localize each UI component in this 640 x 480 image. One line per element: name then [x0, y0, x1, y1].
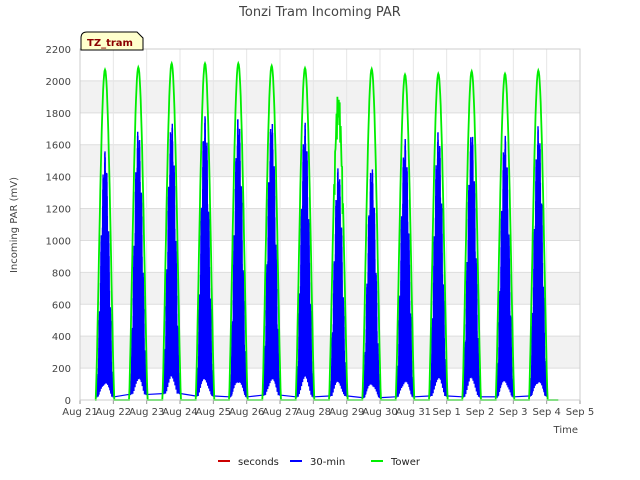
series-30-min-night	[180, 393, 196, 397]
x-tick-label: Aug 29	[329, 407, 364, 418]
x-tick-label: Aug 26	[229, 407, 264, 418]
y-tick-label: 1400	[46, 173, 71, 184]
legend-label: 30-min	[310, 457, 345, 468]
grid-band	[80, 80, 580, 113]
x-tick-label: Aug 21	[62, 407, 97, 418]
y-tick-label: 200	[52, 364, 71, 375]
y-tick-label: 800	[52, 268, 71, 279]
series-30-min	[96, 116, 548, 399]
series-30-min-day	[163, 123, 181, 395]
x-tick-label: Sep 1	[432, 407, 460, 418]
x-tick-label: Aug 30	[362, 407, 397, 418]
series-30-min-night	[347, 395, 363, 399]
x-tick-label: Aug 23	[129, 407, 164, 418]
y-tick-label: 1800	[46, 109, 71, 120]
grid-band	[80, 112, 580, 145]
x-tick-label: Aug 25	[196, 407, 231, 418]
grid-band	[80, 208, 580, 241]
legend-label: Tower	[390, 457, 421, 468]
y-tick-label: 1200	[46, 205, 71, 216]
series-30-min-day	[396, 138, 414, 398]
y-tick-label: 600	[52, 300, 71, 311]
axes: 0 200 400 600 800 1000 1200 1400 1600 1800 2000 220…	[46, 45, 595, 418]
series-30-min-day	[529, 126, 548, 397]
series-30-min-night	[147, 393, 163, 396]
series-30-min-night	[447, 395, 463, 398]
chart-title: Tonzi Tram Incoming PAR	[238, 5, 401, 20]
series-30-min-day	[262, 123, 281, 396]
series-30-min-day	[362, 169, 381, 399]
series-30-min-day	[429, 132, 448, 397]
series-30-min-night	[114, 393, 130, 398]
grid-band	[80, 49, 580, 81]
series-30-min-night	[380, 396, 396, 399]
y-tick-label: 400	[52, 332, 71, 343]
badge-shape	[80, 31, 144, 51]
series-30-min-night	[280, 394, 296, 398]
series-30-min-day	[196, 116, 214, 397]
x-tick-label: Sep 4	[532, 407, 560, 418]
x-tick-label: Aug 22	[96, 407, 131, 418]
x-tick-label: Aug 27	[262, 407, 297, 418]
y-tick-label: 1000	[46, 236, 71, 247]
series-30-min-day	[96, 151, 114, 398]
series-30-min-night	[247, 394, 263, 398]
x-tick-label: Sep 5	[566, 407, 594, 418]
grid-band	[80, 144, 580, 177]
grid-band	[80, 272, 580, 305]
plot-frame	[79, 48, 581, 401]
series-30-min-night	[514, 395, 530, 398]
x-axis-title: Time	[553, 425, 578, 436]
y-tick-label: 2200	[46, 45, 71, 56]
badge-label: TZ_tram	[87, 38, 133, 49]
x-tick-label: Aug 31	[396, 407, 431, 418]
series-30-min-day	[296, 122, 314, 398]
y-axis-title: Incoming PAR (mV)	[9, 177, 20, 273]
station-badge: TZ_tram	[80, 31, 144, 51]
series-30-min-night	[414, 395, 430, 398]
series-30-min-night	[314, 395, 330, 398]
y-tick-label: 1600	[46, 141, 71, 152]
grid-band	[80, 176, 580, 209]
x-tick-label: Aug 24	[162, 407, 197, 418]
series-30-min-day	[462, 136, 481, 398]
series-layer	[94, 60, 559, 401]
y-tick-label: 0	[65, 396, 71, 407]
series-30-min-day	[229, 119, 248, 398]
series-30-min-day	[129, 131, 147, 396]
x-tick-label: Sep 2	[466, 407, 494, 418]
series-30-min-day	[329, 168, 348, 397]
x-tick-label: Aug 28	[296, 407, 331, 418]
legend: seconds 30-min Tower	[218, 457, 421, 468]
legend-label: seconds	[238, 457, 279, 468]
series-30-min-night	[214, 395, 230, 398]
y-tick-label: 2000	[46, 77, 71, 88]
x-tick-label: Sep 3	[499, 407, 527, 418]
grid-band	[80, 240, 580, 273]
series-30-min-day	[496, 135, 514, 399]
